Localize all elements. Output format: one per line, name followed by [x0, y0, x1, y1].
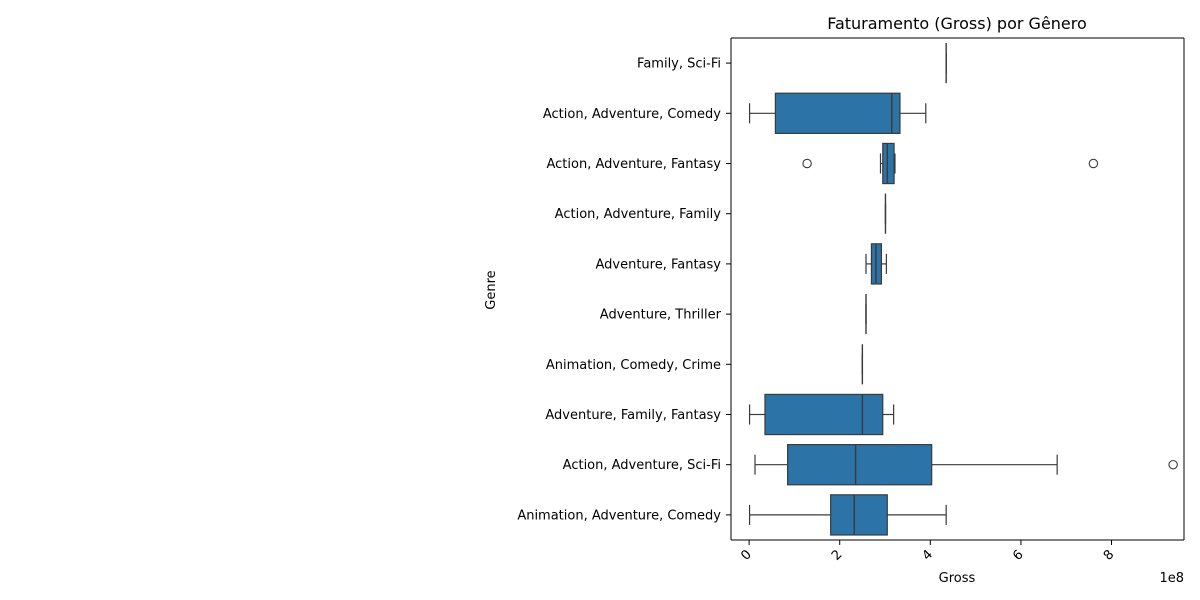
- y-tick-label: Animation, Adventure, Comedy: [517, 508, 721, 523]
- outlier-point: [1088, 158, 1099, 169]
- y-tick-label: Adventure, Thriller: [600, 308, 722, 323]
- y-tick-label: Action, Adventure, Sci-Fi: [563, 458, 721, 473]
- y-tick-label: Action, Adventure, Family: [555, 207, 722, 222]
- x-tick-label: 0: [738, 547, 754, 563]
- y-axis-title: Genre: [484, 270, 499, 309]
- box: [764, 393, 884, 436]
- chart-title: Faturamento (Gross) por Gênero: [827, 14, 1087, 33]
- box: [774, 92, 901, 134]
- outlier-point: [802, 158, 812, 169]
- x-axis-title: Gross: [939, 571, 976, 586]
- plot-area: Family, Sci-Fi Action, Adventure, Comedy A…: [517, 37, 1185, 564]
- x-tick-label: 2: [829, 547, 845, 563]
- x-tick-label: 6: [1010, 547, 1026, 563]
- x-tick-label: 8: [1101, 547, 1117, 563]
- box: [830, 494, 888, 536]
- box: [882, 142, 895, 185]
- y-tick-label: Action, Adventure, Fantasy: [546, 157, 721, 172]
- box: [787, 444, 933, 486]
- y-tick-label: Action, Adventure, Comedy: [543, 107, 721, 122]
- outlier-point: [1168, 459, 1178, 470]
- x-axis-offset-label: 1e8: [1159, 571, 1184, 586]
- y-tick-label: Adventure, Family, Fantasy: [545, 408, 721, 423]
- y-tick-label: Adventure, Fantasy: [595, 257, 721, 272]
- x-tick-label: 4: [920, 547, 936, 563]
- y-tick-label: Animation, Comedy, Crime: [546, 358, 721, 373]
- y-tick-label: Family, Sci-Fi: [637, 57, 721, 72]
